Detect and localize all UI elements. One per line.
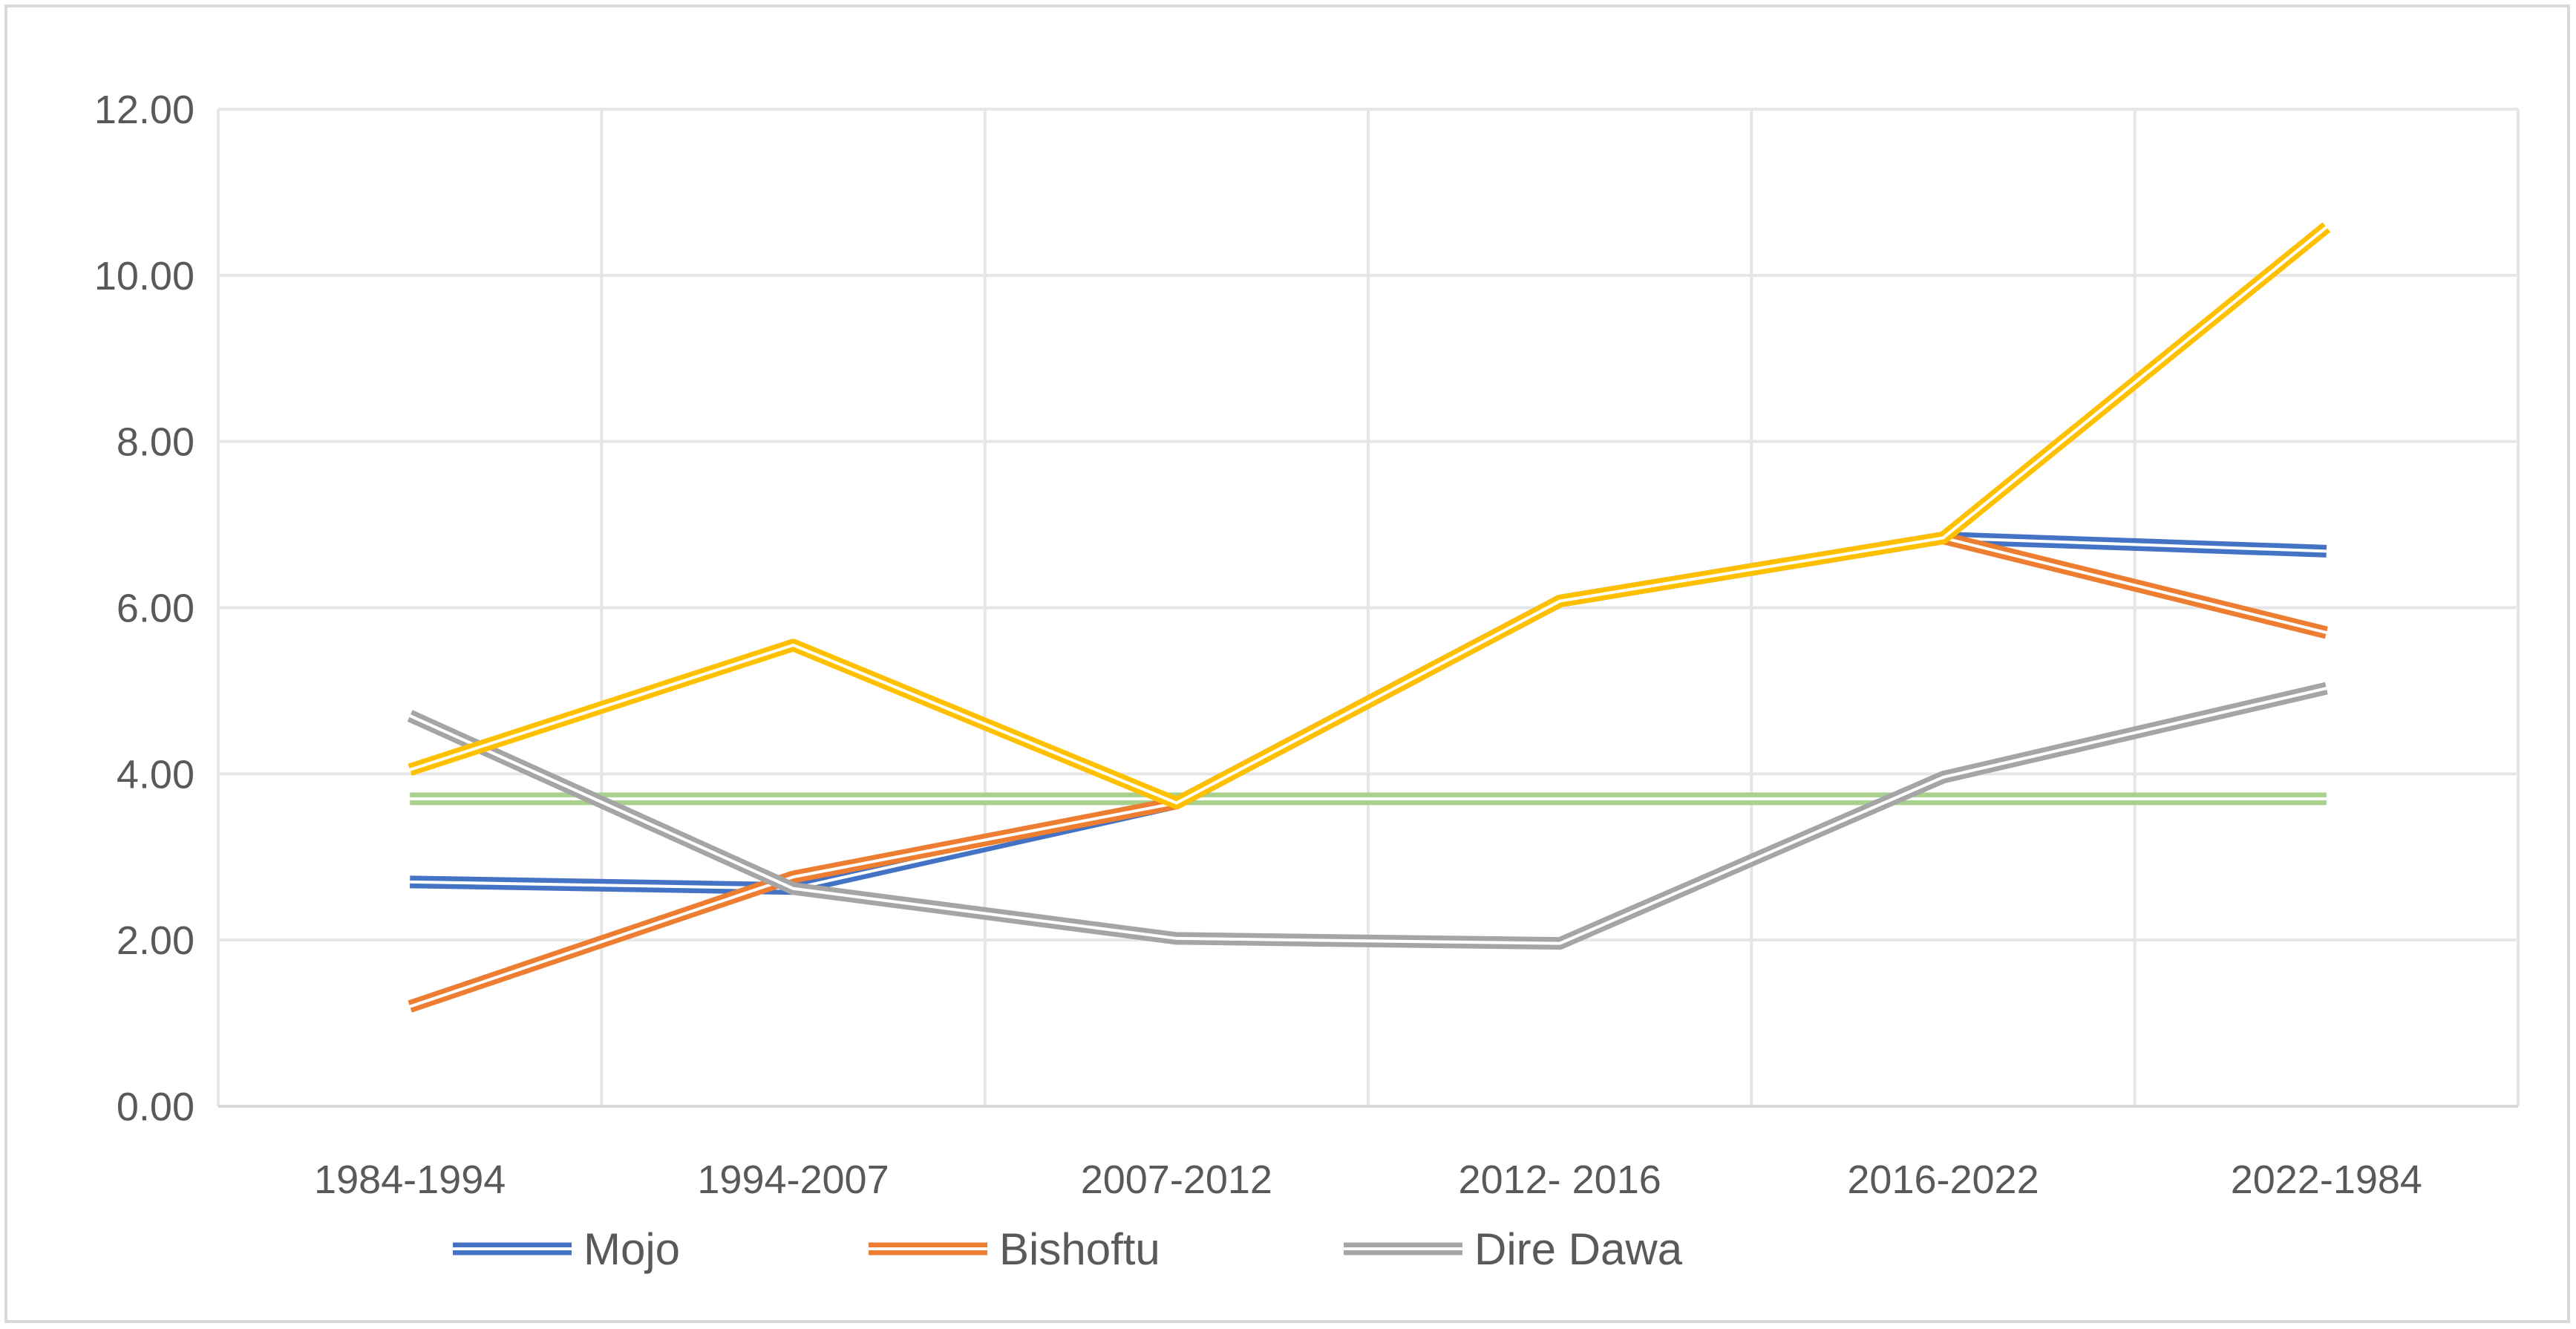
series-lines (407, 222, 2331, 1013)
x-tick-label: 2012- 2016 (1459, 1157, 1661, 1202)
y-tick-label: 10.00 (94, 254, 194, 298)
y-tick-label: 2.00 (117, 918, 194, 963)
series-dire-dawa (407, 682, 2328, 950)
x-tick-label: 1984-1994 (314, 1157, 506, 1202)
y-tick-label: 0.00 (117, 1085, 194, 1129)
x-tick-label: 1994-2007 (697, 1157, 889, 1202)
y-tick-label: 4.00 (117, 752, 194, 797)
series-unlabeled-4 (410, 792, 2327, 806)
legend-item: Dire Dawa (1344, 1224, 1683, 1274)
legend-label: Dire Dawa (1474, 1224, 1683, 1274)
chart-frame: 0.00 2.00 4.00 6.00 8.00 10.00 12.00 1984-1994 1… (4, 4, 2570, 1323)
legend-item: Mojo (453, 1224, 680, 1274)
y-tick-label: 6.00 (117, 587, 194, 631)
legend-label: Bishoftu (999, 1224, 1160, 1274)
series-line-inner (409, 226, 2328, 805)
axes: 0.00 2.00 4.00 6.00 8.00 10.00 12.00 1984-1994 1… (94, 88, 2518, 1202)
series-line-inner (409, 687, 2327, 945)
gridlines (217, 108, 2520, 1106)
line-chart: 0.00 2.00 4.00 6.00 8.00 10.00 12.00 1984-1994 1… (94, 88, 2520, 1274)
x-tick-label: 2007-2012 (1081, 1157, 1272, 1202)
legend-label: Mojo (583, 1224, 680, 1274)
series-unlabeled-3 (408, 222, 2331, 810)
y-tick-label: 8.00 (117, 420, 194, 465)
legend: Mojo Bishoftu Dire Dawa (453, 1224, 1683, 1274)
x-tick-label: 2022-1984 (2231, 1157, 2422, 1202)
legend-item: Bishoftu (869, 1224, 1160, 1274)
x-tick-label: 2016-2022 (1847, 1157, 2039, 1202)
y-tick-label: 12.00 (94, 88, 194, 132)
